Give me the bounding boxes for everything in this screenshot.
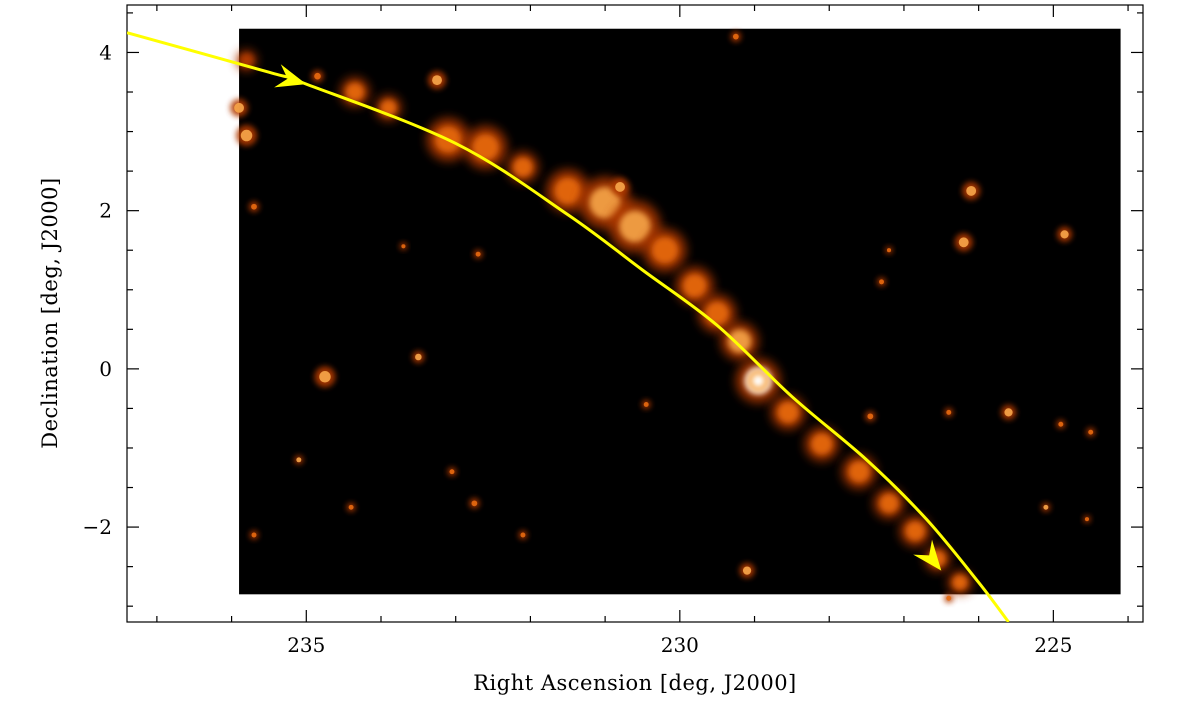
point-source-core [475, 251, 481, 257]
stream-blob [651, 237, 678, 264]
point-source-core [886, 248, 892, 253]
stream-blob [952, 575, 968, 590]
stream-blob [619, 210, 651, 243]
stream-blob [683, 274, 707, 298]
point-source-core [879, 279, 884, 285]
point-source-core [946, 595, 952, 601]
stream-blob [848, 461, 870, 483]
y-axis-title: Declination [deg, J2000] [38, 177, 62, 448]
point-source-core [958, 237, 969, 248]
point-source-core [314, 72, 321, 80]
point-sources [230, 31, 1096, 603]
point-source-core [415, 353, 422, 361]
point-source-core [234, 102, 244, 113]
tick-labels: 235 230 225 4 2 0 −2 [83, 40, 1073, 657]
trajectory-arrowhead [913, 539, 942, 571]
trajectory-arrowhead [274, 64, 307, 88]
stream-blob [777, 401, 799, 423]
stream-blob [705, 301, 729, 326]
point-source-core [449, 469, 455, 475]
sky-image [230, 28, 1121, 603]
stream-blob [728, 329, 752, 353]
point-source-core [742, 566, 752, 575]
point-source-core [319, 371, 331, 383]
axis-ticks [127, 5, 1143, 622]
x-tick-label: 230 [661, 633, 699, 657]
image-background [239, 28, 1121, 595]
point-source-core [732, 33, 739, 40]
point-source-core [1004, 408, 1013, 417]
stream-blob [811, 433, 833, 455]
stream-blob [554, 177, 581, 204]
stream-blob [472, 134, 499, 161]
point-source-core [432, 75, 442, 86]
point-source-core [401, 244, 406, 249]
stream-blob [905, 521, 925, 541]
point-source-core [1058, 421, 1064, 427]
x-axis-title: Right Ascension [deg, J2000] [473, 671, 797, 695]
point-source-core [643, 402, 649, 407]
point-source-core [966, 185, 977, 196]
stream-blob [513, 157, 533, 177]
stream-blob [240, 54, 253, 67]
point-source-core [1043, 504, 1049, 510]
point-source-core [348, 504, 354, 510]
point-source-core [1088, 429, 1094, 435]
y-tick-label: 2 [99, 199, 112, 223]
point-source-core [251, 203, 257, 210]
stream-blob [879, 493, 899, 513]
x-tick-label: 225 [1034, 633, 1072, 657]
stream-blob [345, 83, 364, 101]
stream-blob [589, 187, 621, 219]
point-source-core [1060, 230, 1069, 239]
point-source-core [520, 532, 526, 538]
x-tick-label: 235 [287, 633, 325, 657]
y-tick-label: 4 [99, 40, 112, 64]
bright-core [752, 374, 765, 387]
point-source-core [946, 409, 952, 415]
point-source-core [615, 182, 625, 192]
y-tick-label: 0 [99, 357, 112, 381]
point-source-core [867, 413, 874, 420]
y-tick-label: −2 [83, 515, 112, 539]
point-source-core [296, 457, 302, 463]
point-source-core [251, 532, 257, 538]
point-source-core [471, 500, 478, 507]
stream-emission [236, 50, 972, 595]
point-source-core [1084, 517, 1090, 522]
point-source-core [240, 129, 253, 142]
trajectory-curve [127, 31, 1010, 622]
